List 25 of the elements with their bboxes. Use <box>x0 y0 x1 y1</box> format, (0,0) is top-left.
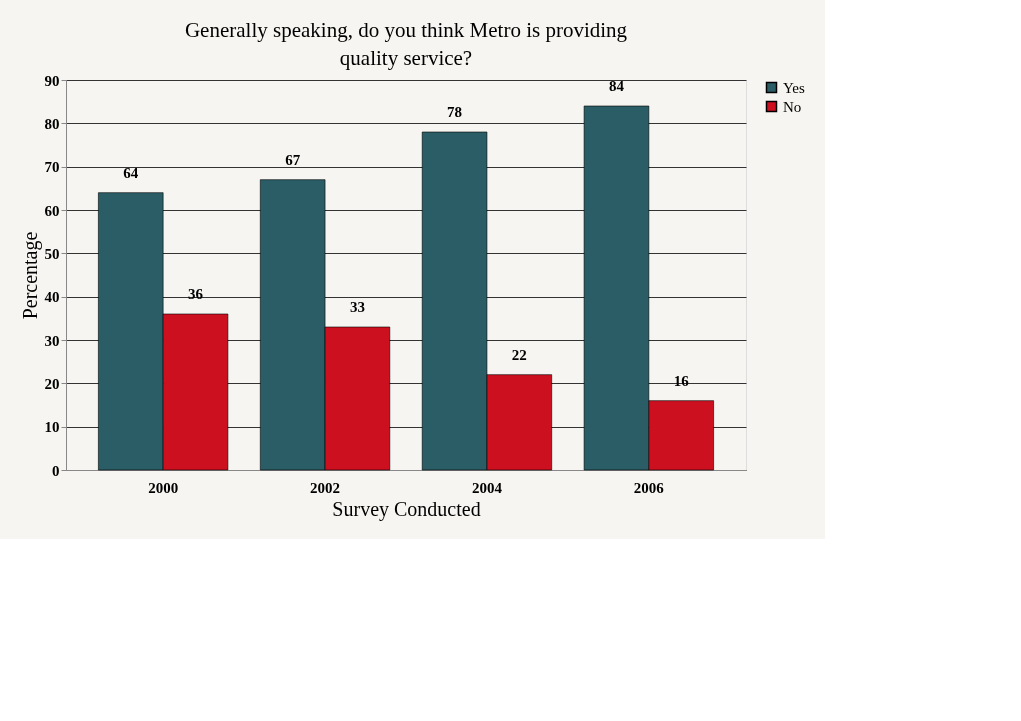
data-label: 67 <box>285 151 301 168</box>
data-label: 22 <box>511 346 527 363</box>
legend-label: No <box>783 98 802 115</box>
data-label: 84 <box>608 78 625 94</box>
y-tick-label: 10 <box>44 419 60 436</box>
y-tick-label: 60 <box>44 202 60 219</box>
y-tick-label: 30 <box>44 332 60 349</box>
x-tick-label: 2004 <box>471 479 503 496</box>
x-tick-label: 2006 <box>633 479 665 496</box>
chart-title: Generally speaking, do you think Metro is providing quality service? <box>184 18 628 70</box>
y-tick-label: 40 <box>44 289 60 306</box>
x-tick-label: 2002 <box>310 479 341 496</box>
x-axis-title: Survey Conducted <box>332 497 481 521</box>
y-tick-label: 70 <box>44 159 60 176</box>
y-tick-label: 90 <box>44 72 60 89</box>
y-axis-title: Percentage <box>18 231 42 320</box>
y-tick-label: 20 <box>44 375 60 392</box>
y-tick-label: 0 <box>52 462 60 479</box>
y-tick-label: 80 <box>44 115 60 132</box>
x-tick-label: 2000 <box>148 479 179 496</box>
y-tick-label: 50 <box>44 245 60 262</box>
data-label: 33 <box>349 299 365 315</box>
data-label: 78 <box>447 104 463 120</box>
data-label: 64 <box>123 164 139 181</box>
legend-label: Yes <box>783 79 805 96</box>
